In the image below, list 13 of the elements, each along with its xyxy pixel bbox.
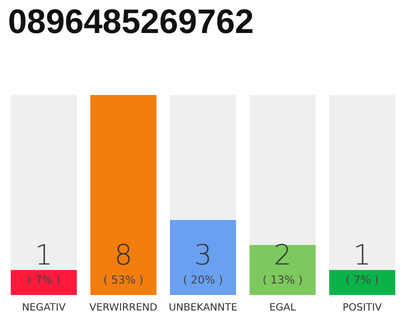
data-label: 2 ( 13% ) (262, 238, 303, 286)
x-tick-label: POSITIV (342, 302, 382, 314)
bar (329, 270, 396, 295)
data-label: 8 ( 53% ) (103, 238, 144, 286)
data-label: 3 ( 20% ) (182, 238, 224, 286)
bar (10, 270, 77, 295)
x-tick-label: UNBEKANNTE (168, 302, 238, 314)
data-label: 1 ( 7% ) (27, 238, 60, 286)
x-tick-label: EGAL (269, 302, 296, 314)
x-tick-label: VERWIRREND (89, 302, 158, 314)
x-tick-label: NEGATIV (22, 302, 66, 314)
data-label: 1 ( 7% ) (346, 238, 379, 286)
chart-title: 0896485269762 (8, 3, 254, 41)
